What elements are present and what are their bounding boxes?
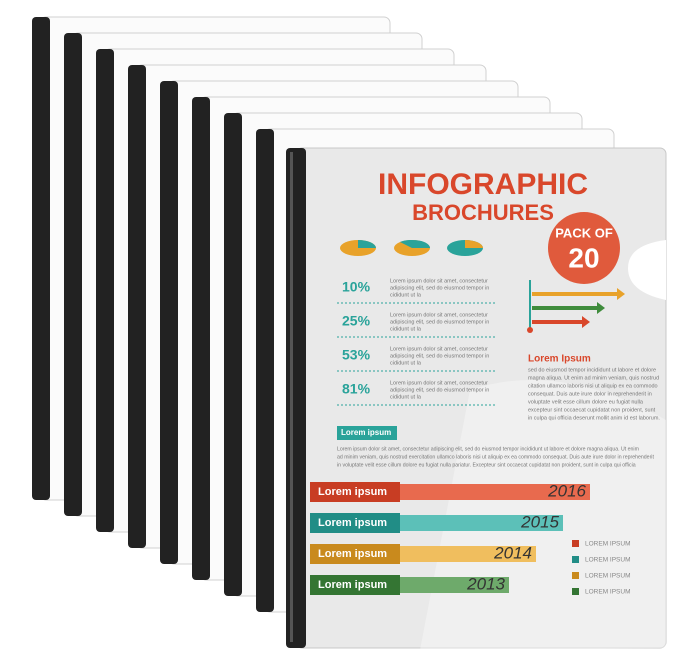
stat-text: Lorem ipsum dolor sit amet, consectetur [390, 312, 488, 318]
back-spine [256, 129, 274, 612]
legend-label: LOREM IPSUM [585, 573, 631, 580]
thumb-cut [628, 240, 666, 300]
title: INFOGRAPHIC [378, 168, 588, 201]
legend-label: LOREM IPSUM [585, 557, 631, 564]
stats: 10% Lorem ipsum dolor sit amet, consectet… [337, 278, 497, 406]
spine [286, 148, 306, 648]
badge-number: 20 [568, 242, 599, 273]
back-spine [64, 33, 82, 516]
stat-value: 53% [342, 347, 371, 363]
callout-title: Lorem Ipsum [528, 354, 591, 365]
callout-line: consequat. Duis aute irure dolor in repr… [528, 391, 652, 397]
legend-label: LOREM IPSUM [585, 589, 631, 596]
timeline-year: 2014 [493, 543, 532, 562]
legend-swatch [572, 588, 579, 595]
stat-text: Lorem ipsum dolor sit amet, consectetur [390, 278, 488, 284]
stat-text: Lorem ipsum dolor sit amet, consectetur [390, 380, 488, 386]
body-line: ad minim veniam, quis nostrud exercitati… [337, 454, 654, 460]
back-spine [128, 65, 146, 548]
callout-line: voluptate velit esse cillum dolore eu fu… [528, 399, 644, 405]
back-spine [96, 49, 114, 532]
timeline-label-bg [310, 513, 400, 533]
timeline-label: Lorem ipsum [318, 517, 387, 529]
back-spine [160, 81, 178, 564]
legend: LOREM IPSUM LOREM IPSUM LOREM IPSUM LOREM I… [572, 540, 631, 596]
pie-icons [340, 239, 483, 256]
callout-line: citation ullamco laboris nisi ut aliquip… [528, 383, 658, 389]
callout-line: in culpa qui officia deserunt mollit ani… [528, 415, 660, 421]
arrow-chart [527, 280, 625, 333]
section-label: Lorem ipsum [341, 428, 391, 437]
stat-text: Lorem ipsum dolor sit amet, consectetur [390, 346, 488, 352]
timeline: Lorem ipsum 2016 Lorem ipsum 2015 Lorem ipsu… [310, 481, 590, 595]
stat-value: 10% [342, 279, 371, 295]
callout-text: sed do eiusmod tempor incididunt ut labo… [528, 367, 660, 421]
timeline-label-bg [310, 482, 400, 502]
legend-swatch [572, 572, 579, 579]
stat-text: adipiscing elit, sed do eiusmod tempor i… [390, 387, 489, 393]
back-spine [224, 113, 242, 596]
timeline-stripe [396, 484, 590, 500]
back-spine [192, 97, 210, 580]
stat-value: 25% [342, 313, 371, 329]
body-text: Lorem ipsum dolor sit amet, consectetur … [337, 446, 654, 468]
stat-text: adipiscing elit, sed do eiusmod tempor i… [390, 319, 489, 325]
spine-highlight [290, 152, 293, 642]
stat-text: cididunt ut la [390, 360, 422, 366]
stat-value: 81% [342, 381, 371, 397]
timeline-label: Lorem ipsum [318, 548, 387, 560]
title: BROCHURES [412, 200, 554, 225]
legend-label: LOREM IPSUM [585, 541, 631, 548]
badge-text: PACK OF [555, 225, 613, 240]
badge [548, 212, 620, 284]
front-folder: INFOGRAPHIC BROCHURES PACK OF 20 Lorem I… [286, 147, 667, 650]
legend-swatch [572, 540, 579, 547]
timeline-label-bg [310, 544, 400, 564]
timeline-stripe [396, 577, 509, 593]
stat-text: cididunt ut la [390, 292, 422, 298]
stat-text: cididunt ut la [390, 326, 422, 332]
callout-line: magna aliqua. Ut enim ad minim veniam, q… [528, 375, 659, 381]
timeline-year: 2015 [520, 512, 559, 531]
timeline-year: 2013 [466, 574, 505, 593]
timeline-label-bg [310, 575, 400, 595]
callout-line: excepteur sint occaecat cupidatat non pr… [528, 407, 656, 413]
body-line: in voluptate velit esse cillum dolore eu… [337, 462, 636, 468]
callout-line: sed do eiusmod tempor incididunt ut labo… [528, 367, 656, 373]
section-label-bg [337, 426, 397, 440]
timeline-stripe [396, 515, 563, 531]
stat-text: cididunt ut la [390, 394, 422, 400]
body-line: Lorem ipsum dolor sit amet, consectetur … [337, 446, 639, 452]
back-spine [32, 17, 50, 500]
timeline-stripe [396, 546, 536, 562]
stat-text: adipiscing elit, sed do eiusmod tempor i… [390, 285, 489, 291]
legend-swatch [572, 556, 579, 563]
timeline-label: Lorem ipsum [318, 579, 387, 591]
timeline-year: 2016 [547, 481, 586, 500]
timeline-label: Lorem ipsum [318, 486, 387, 498]
stat-text: adipiscing elit, sed do eiusmod tempor i… [390, 353, 489, 359]
